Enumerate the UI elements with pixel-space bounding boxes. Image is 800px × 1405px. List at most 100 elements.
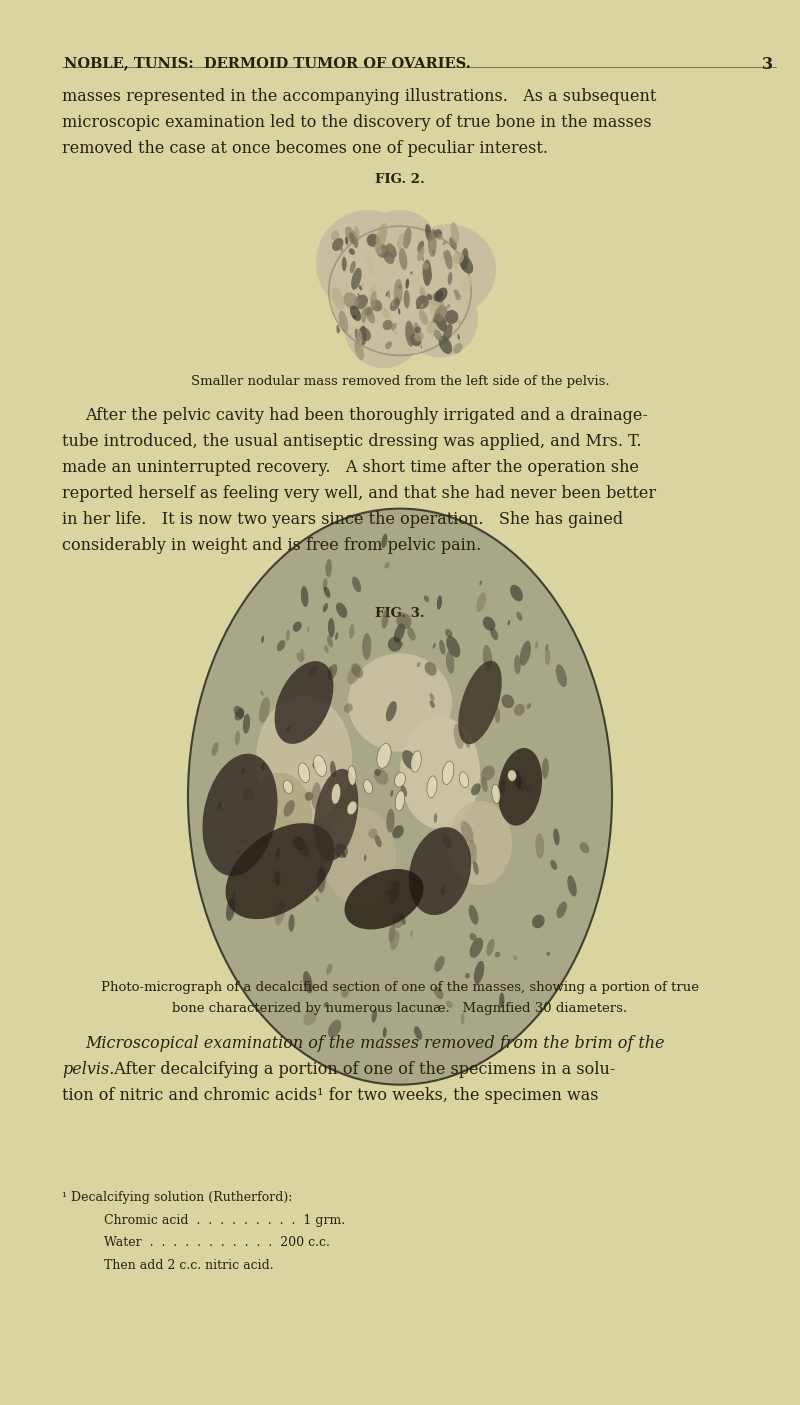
Ellipse shape <box>374 769 389 784</box>
Ellipse shape <box>498 747 542 826</box>
Ellipse shape <box>418 309 428 325</box>
Ellipse shape <box>347 666 360 684</box>
Ellipse shape <box>453 251 464 264</box>
Ellipse shape <box>398 308 400 315</box>
Ellipse shape <box>244 837 247 844</box>
Ellipse shape <box>324 839 326 844</box>
Ellipse shape <box>481 777 488 792</box>
Text: Then add 2 c.c. nitric acid.: Then add 2 c.c. nitric acid. <box>104 1259 274 1272</box>
Ellipse shape <box>301 586 309 607</box>
Ellipse shape <box>256 695 352 822</box>
Ellipse shape <box>430 693 434 701</box>
Ellipse shape <box>358 327 371 341</box>
Ellipse shape <box>202 753 278 877</box>
Ellipse shape <box>473 861 478 875</box>
Text: FIG. 2.: FIG. 2. <box>375 173 425 185</box>
Ellipse shape <box>218 802 222 809</box>
Ellipse shape <box>494 707 500 724</box>
Ellipse shape <box>342 851 346 858</box>
Ellipse shape <box>401 785 407 797</box>
Text: removed the case at once becomes one of peculiar interest.: removed the case at once becomes one of … <box>62 140 549 157</box>
Text: microscopic examination led to the discovery of true bone in the masses: microscopic examination led to the disco… <box>62 114 652 131</box>
Ellipse shape <box>363 780 373 794</box>
Ellipse shape <box>386 891 390 895</box>
Ellipse shape <box>433 315 439 323</box>
Ellipse shape <box>329 666 332 677</box>
Ellipse shape <box>354 340 364 360</box>
Ellipse shape <box>426 320 438 333</box>
Ellipse shape <box>364 306 373 316</box>
Ellipse shape <box>427 776 437 798</box>
Ellipse shape <box>406 278 409 289</box>
Ellipse shape <box>394 773 406 787</box>
Text: 3: 3 <box>762 56 773 73</box>
Ellipse shape <box>414 1026 422 1040</box>
Ellipse shape <box>386 701 397 721</box>
Ellipse shape <box>357 329 362 344</box>
Ellipse shape <box>442 835 452 849</box>
Text: Microscopical examination of the masses removed from the brim of the: Microscopical examination of the masses … <box>85 1035 664 1052</box>
Ellipse shape <box>349 232 355 244</box>
Ellipse shape <box>377 743 391 769</box>
Ellipse shape <box>336 603 347 618</box>
Ellipse shape <box>580 842 590 853</box>
Ellipse shape <box>556 665 567 687</box>
Ellipse shape <box>445 311 458 325</box>
Ellipse shape <box>459 771 469 788</box>
Ellipse shape <box>314 754 326 777</box>
Ellipse shape <box>386 291 388 296</box>
Ellipse shape <box>418 240 424 251</box>
Ellipse shape <box>458 660 502 745</box>
Ellipse shape <box>532 915 545 929</box>
Ellipse shape <box>274 899 286 926</box>
Ellipse shape <box>345 868 423 930</box>
Ellipse shape <box>366 233 379 247</box>
Ellipse shape <box>402 280 478 357</box>
Ellipse shape <box>335 632 338 639</box>
Text: ¹ Decalcifying solution (Rutherford):: ¹ Decalcifying solution (Rutherford): <box>62 1191 293 1204</box>
Ellipse shape <box>349 624 354 639</box>
Ellipse shape <box>481 766 495 781</box>
Ellipse shape <box>360 326 366 346</box>
Ellipse shape <box>413 322 418 339</box>
Ellipse shape <box>542 759 549 778</box>
Ellipse shape <box>461 249 469 270</box>
Ellipse shape <box>426 294 432 301</box>
Ellipse shape <box>312 762 320 769</box>
Ellipse shape <box>425 223 432 242</box>
Ellipse shape <box>226 898 235 920</box>
Ellipse shape <box>567 875 577 896</box>
Ellipse shape <box>330 228 470 354</box>
Ellipse shape <box>233 891 235 896</box>
Ellipse shape <box>342 989 349 998</box>
Ellipse shape <box>513 955 517 960</box>
Ellipse shape <box>226 823 334 919</box>
Ellipse shape <box>342 257 346 271</box>
Ellipse shape <box>300 649 305 660</box>
Ellipse shape <box>362 282 364 287</box>
Ellipse shape <box>341 247 342 251</box>
Ellipse shape <box>364 854 366 861</box>
Ellipse shape <box>354 329 361 343</box>
Ellipse shape <box>469 905 478 924</box>
Ellipse shape <box>322 603 328 613</box>
Ellipse shape <box>262 762 265 771</box>
Ellipse shape <box>499 992 504 1009</box>
Ellipse shape <box>388 636 402 652</box>
Ellipse shape <box>438 301 444 308</box>
Ellipse shape <box>351 663 363 679</box>
Ellipse shape <box>443 323 453 341</box>
Ellipse shape <box>369 284 378 301</box>
Ellipse shape <box>326 964 333 975</box>
Ellipse shape <box>376 223 387 247</box>
Ellipse shape <box>389 924 395 943</box>
Ellipse shape <box>545 649 550 665</box>
Ellipse shape <box>371 299 382 312</box>
Ellipse shape <box>416 295 429 309</box>
Ellipse shape <box>366 308 375 323</box>
Ellipse shape <box>296 652 303 662</box>
Ellipse shape <box>324 1002 329 1007</box>
Ellipse shape <box>465 739 470 747</box>
Ellipse shape <box>554 829 559 846</box>
Ellipse shape <box>425 278 428 284</box>
